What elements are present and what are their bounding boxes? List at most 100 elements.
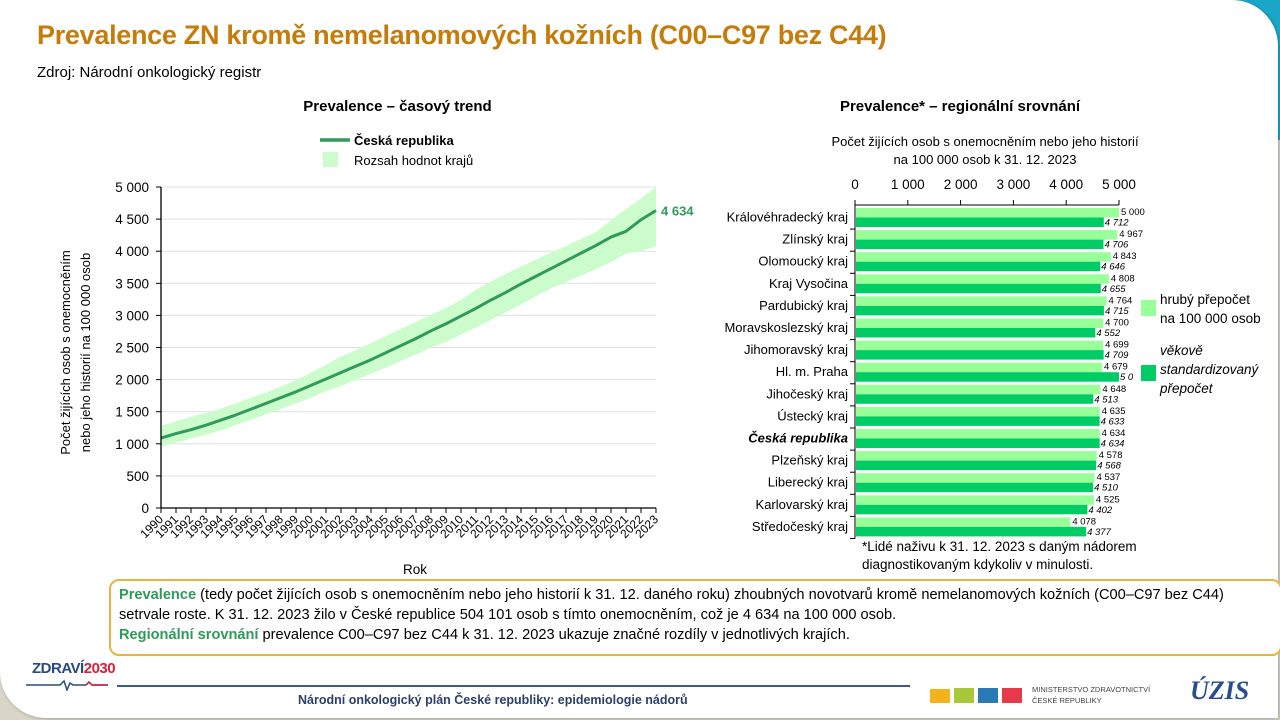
bar-crude [856,451,1097,461]
legend-crude-swatch [1141,300,1156,316]
bar-crude [856,252,1111,262]
bar-crude [856,296,1107,306]
footnote-line: *Lidé naživu k 31. 12. 2023 s daným nádo… [862,539,1137,554]
regional-subtitle-line: na 100 000 osob k 31. 12. 2023 [894,152,1077,167]
summary-text-regional: prevalence C00–C97 bez C44 k 31. 12. 202… [258,627,850,643]
category-label: Pardubický kraj [759,298,848,313]
category-label: Olomoucký kraj [758,254,848,269]
bar-crude-label: 4 808 [1111,273,1135,284]
bar-standardized [856,328,1096,338]
bar-standardized-label: 4 634 [1101,439,1125,450]
ministry-line-2: ČESKÉ REPUBLIKY [1032,696,1102,705]
ministry-logo-icon [930,688,1022,703]
legend-standardized-swatch [1141,365,1156,381]
bar-crude [856,340,1104,351]
y-tick-label: 4 500 [115,212,149,227]
legend-label-band: Rozsah hodnot krajů [354,153,473,168]
regional-subtitle-line: Počet žijících osob s onemocněním nebo j… [831,134,1139,149]
trend-chart-title: Prevalence – časový trend [303,98,492,115]
legend-crude-label: hrubý přepočet [1160,292,1250,307]
y-tick-label: 500 [126,469,149,484]
category-label: Středočeský kraj [752,519,848,534]
bar-crude [856,473,1095,483]
bar-crude-label: 5 000 [1121,207,1145,218]
logo-text-b: 2030 [83,660,116,677]
category-label: Česká republika [748,431,848,446]
legend-standardized-label: standardizovaný [1160,362,1260,377]
summary-highlight-regional: Regionální srovnání [119,627,259,643]
bar-standardized-label: 4 377 [1087,527,1111,538]
y-tick-label: 3 500 [115,276,149,291]
bar-crude-label: 4 699 [1105,340,1129,351]
bar-standardized [856,438,1100,448]
bar-crude-label: 4 537 [1097,472,1121,483]
bar-crude-label: 4 634 [1102,428,1126,439]
category-label: Kraj Vysočina [769,276,849,291]
ministry-name: MINISTERSTVO ZDRAVOTNICTVÍ ČESKÉ REPUBLI… [1032,684,1150,706]
footer-divider [117,685,910,687]
legend-label-line: Česká republika [354,133,454,148]
x-tick-label: 4 000 [1049,177,1083,192]
y-tick-label: 1 000 [115,437,149,452]
footer-text: Národní onkologický plán České republiky… [298,693,688,707]
bar-crude [856,429,1100,439]
bar-crude-label: 4 525 [1096,494,1120,505]
bar-crude [856,517,1071,527]
x-tick-label: 3 000 [997,177,1031,192]
category-label: Liberecký kraj [768,475,848,490]
heartbeat-icon [26,679,108,691]
bar-standardized [856,283,1101,294]
bar-standardized-label: 4 402 [1088,505,1112,516]
bar-standardized [856,217,1104,227]
legend-band-swatch [323,152,338,167]
y-tick-label: 5 000 [115,180,149,195]
x-tick-label: 1 000 [891,177,925,192]
bar-crude [856,495,1094,505]
bar-crude [856,318,1104,328]
bar-standardized-label: 4 655 [1102,284,1126,295]
bar-crude-label: 4 967 [1119,229,1143,240]
zdravi-2030-logo: ZDRAVÍ2030 [32,660,116,677]
x-tick-label: 2 000 [944,177,978,192]
x-tick-label: 5 000 [1102,177,1136,192]
bar-crude [856,208,1119,218]
footnote-line: diagnostikovaným kdykoliv v minulosti. [862,557,1094,572]
bar-standardized [856,239,1104,250]
category-label: Ústecký kraj [777,408,848,423]
trend-chart: Česká republika Rozsah hodnot krajů 0 500 1 … [58,133,694,577]
bar-standardized-label: 4 706 [1104,240,1128,251]
category-label: Hl. m. Praha [776,364,849,379]
bar-standardized [856,305,1104,316]
region-range-band [161,187,656,447]
bar-crude [856,406,1100,417]
bar-standardized [856,504,1088,515]
category-label: Moravskoslezský kraj [724,320,848,335]
y-tick-label: 2 000 [115,373,149,388]
bar-standardized [856,261,1101,272]
bar-standardized [856,460,1097,471]
category-label: Jihomoravský kraj [744,342,848,357]
y-tick-label: 2 500 [115,341,149,356]
bar-crude [856,362,1103,373]
legend-standardized-label: věkově [1160,343,1203,358]
bar-standardized [856,526,1087,537]
bar-crude-label: 4 700 [1105,318,1129,329]
bar-standardized [856,350,1104,360]
end-value-label: 4 634 [661,203,694,218]
summary-highlight-prevalence: Prevalence [119,587,197,603]
y-tick-label: 0 [141,501,149,516]
category-label: Plzeňský kraj [771,453,848,468]
bar-crude-label: 4 679 [1104,362,1128,373]
x-axis-title: Rok [403,562,427,577]
bar-standardized [856,416,1100,426]
bar-standardized-label: 4 712 [1105,218,1129,229]
regional-chart-title: Prevalence* – regionální srovnání [839,98,1081,115]
bar-crude-label: 4 648 [1102,384,1126,395]
bar-standardized-label: 5 0 [1120,372,1134,383]
y-tick-label: 3 000 [115,308,149,323]
bar-crude [856,230,1118,240]
y-axis-title-line2: nebo jeho historií na 100 000 osob [78,253,93,453]
category-label: Jihočeský kraj [766,386,848,401]
summary-box: Prevalence (tedy počet žijících osob s o… [109,579,1280,656]
legend-standardized-label: přepočet [1159,381,1214,396]
